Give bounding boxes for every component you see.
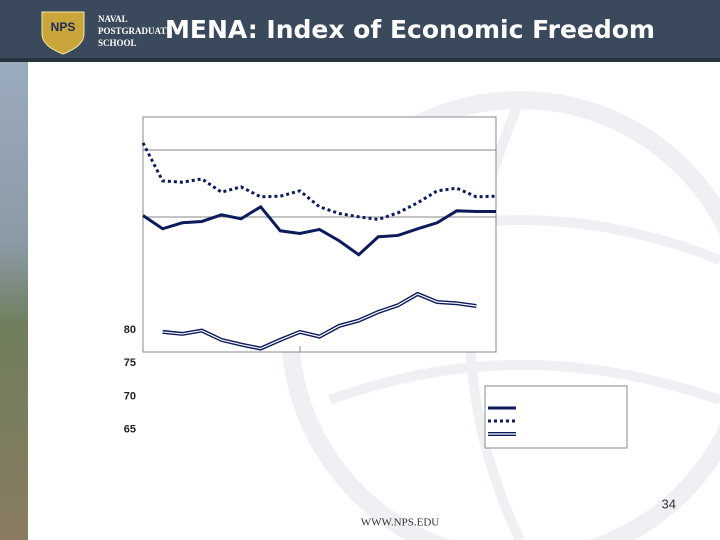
logo-mark: NPS bbox=[51, 20, 76, 34]
header-bar bbox=[0, 0, 720, 62]
page-number: 34 bbox=[662, 496, 676, 511]
y-tick-label: 65 bbox=[124, 424, 136, 436]
photo-strip bbox=[0, 0, 28, 540]
plot-area bbox=[142, 116, 497, 353]
series-line bbox=[162, 293, 477, 350]
y-tick-label: 75 bbox=[124, 357, 136, 369]
y-tick-label: 80 bbox=[124, 324, 136, 336]
series-line bbox=[142, 204, 496, 257]
footer-site: WWW.NPS.EDU bbox=[361, 517, 439, 529]
y-tick-label: 70 bbox=[124, 390, 136, 402]
logo-shield bbox=[41, 11, 85, 55]
header-rule bbox=[0, 58, 720, 62]
logo-text: POSTGRADUATE bbox=[98, 26, 172, 36]
slide-title: MENA: Index of Economic Freedom bbox=[165, 15, 655, 44]
logo-text: NAVAL bbox=[98, 14, 128, 24]
logo-text: SCHOOL bbox=[98, 38, 137, 48]
legend bbox=[484, 385, 628, 449]
